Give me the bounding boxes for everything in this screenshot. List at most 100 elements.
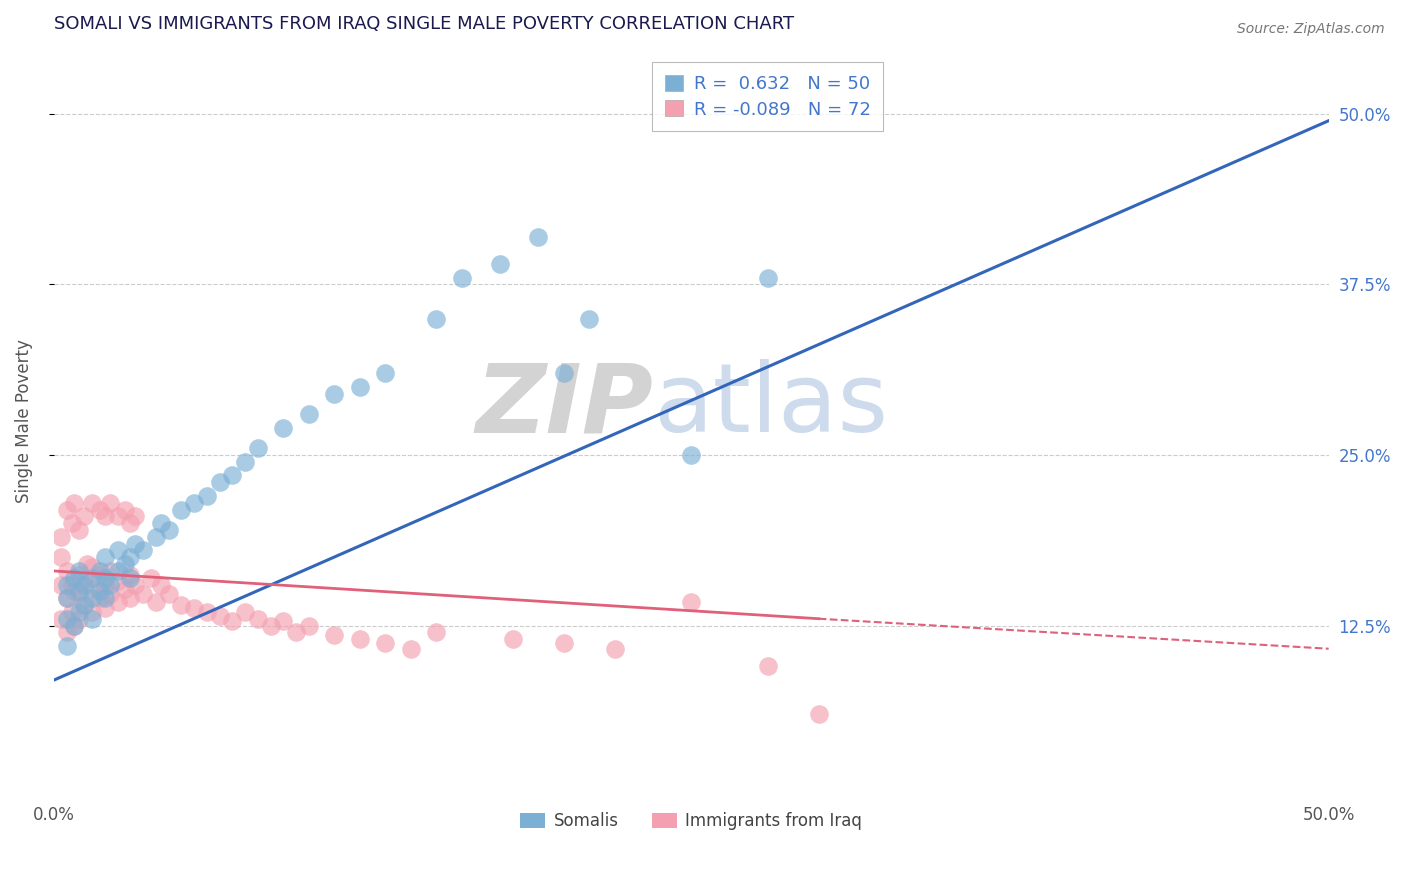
- Point: [756, 270, 779, 285]
- Point: [80, 612, 103, 626]
- Point: [208, 609, 231, 624]
- Point: [98, 496, 121, 510]
- Point: [80, 582, 103, 596]
- Point: [195, 605, 218, 619]
- Point: [55, 564, 77, 578]
- Point: [553, 366, 575, 380]
- Point: [73, 598, 96, 612]
- Point: [132, 543, 155, 558]
- Point: [323, 628, 346, 642]
- Point: [67, 568, 90, 582]
- Point: [124, 577, 146, 591]
- Point: [55, 577, 77, 591]
- Point: [94, 591, 117, 606]
- Point: [94, 509, 117, 524]
- Y-axis label: Single Male Poverty: Single Male Poverty: [15, 339, 32, 503]
- Point: [120, 568, 142, 582]
- Text: Source: ZipAtlas.com: Source: ZipAtlas.com: [1237, 22, 1385, 37]
- Point: [124, 537, 146, 551]
- Point: [80, 496, 103, 510]
- Point: [94, 577, 117, 591]
- Point: [63, 618, 86, 632]
- Point: [55, 591, 77, 606]
- Legend: Somalis, Immigrants from Iraq: Somalis, Immigrants from Iraq: [513, 805, 869, 837]
- Text: SOMALI VS IMMIGRANTS FROM IRAQ SINGLE MALE POVERTY CORRELATION CHART: SOMALI VS IMMIGRANTS FROM IRAQ SINGLE MA…: [53, 15, 794, 33]
- Point: [349, 380, 371, 394]
- Point: [73, 577, 96, 591]
- Point: [120, 516, 142, 531]
- Point: [89, 591, 111, 606]
- Point: [208, 475, 231, 490]
- Point: [271, 420, 294, 434]
- Point: [114, 502, 136, 516]
- Point: [107, 595, 129, 609]
- Point: [233, 455, 256, 469]
- Point: [195, 489, 218, 503]
- Point: [55, 612, 77, 626]
- Point: [681, 595, 703, 609]
- Point: [425, 625, 447, 640]
- Point: [170, 598, 193, 612]
- Point: [80, 560, 103, 574]
- Text: atlas: atlas: [652, 359, 889, 452]
- Point: [89, 564, 111, 578]
- Point: [67, 584, 90, 599]
- Point: [80, 605, 103, 619]
- Point: [55, 591, 77, 606]
- Point: [51, 530, 73, 544]
- Point: [73, 574, 96, 588]
- Text: ZIP: ZIP: [475, 359, 652, 452]
- Point: [67, 587, 90, 601]
- Point: [489, 257, 512, 271]
- Point: [60, 605, 83, 619]
- Point: [94, 600, 117, 615]
- Point: [157, 523, 180, 537]
- Point: [285, 625, 308, 640]
- Point: [527, 229, 550, 244]
- Point: [149, 516, 172, 531]
- Point: [145, 595, 167, 609]
- Point: [60, 577, 83, 591]
- Point: [807, 707, 830, 722]
- Point: [298, 618, 321, 632]
- Point: [149, 577, 172, 591]
- Point: [374, 636, 396, 650]
- Point: [51, 612, 73, 626]
- Point: [221, 468, 243, 483]
- Point: [89, 502, 111, 516]
- Point: [73, 598, 96, 612]
- Point: [63, 584, 86, 599]
- Point: [63, 571, 86, 585]
- Point: [94, 571, 117, 585]
- Point: [63, 618, 86, 632]
- Point: [98, 564, 121, 578]
- Point: [374, 366, 396, 380]
- Point: [51, 577, 73, 591]
- Point: [603, 641, 626, 656]
- Point: [183, 496, 205, 510]
- Point: [107, 509, 129, 524]
- Point: [298, 407, 321, 421]
- Point: [107, 543, 129, 558]
- Point: [67, 564, 90, 578]
- Point: [55, 639, 77, 653]
- Point: [67, 523, 90, 537]
- Point: [124, 509, 146, 524]
- Point: [55, 502, 77, 516]
- Point: [221, 615, 243, 629]
- Point: [98, 587, 121, 601]
- Point: [271, 615, 294, 629]
- Point: [114, 557, 136, 571]
- Point: [349, 632, 371, 647]
- Point: [120, 591, 142, 606]
- Point: [114, 582, 136, 596]
- Point: [139, 571, 162, 585]
- Point: [89, 568, 111, 582]
- Point: [756, 659, 779, 673]
- Point: [132, 587, 155, 601]
- Point: [259, 618, 281, 632]
- Point: [94, 550, 117, 565]
- Point: [399, 641, 422, 656]
- Point: [107, 574, 129, 588]
- Point: [73, 509, 96, 524]
